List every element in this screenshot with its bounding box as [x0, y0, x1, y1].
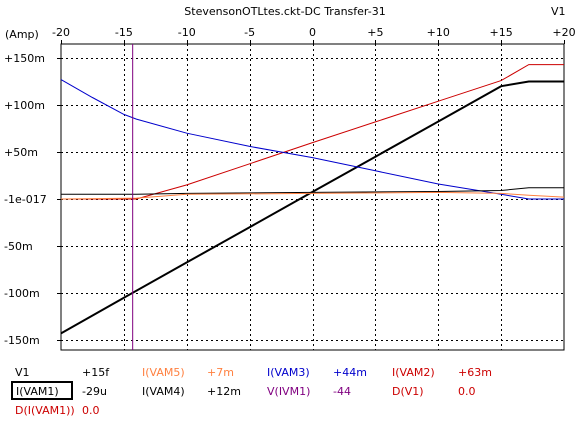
- y-tick-label: -100m: [4, 287, 40, 300]
- y-tick-label: +150m: [4, 52, 45, 65]
- y-tick-label: +100m: [4, 99, 45, 112]
- readout-i-vam2-name[interactable]: I(VAM2): [392, 366, 435, 379]
- x-tick-label: +10: [427, 26, 450, 39]
- readout-i-vam3-name[interactable]: I(VAM3): [267, 366, 310, 379]
- x-tick-label: +5: [367, 26, 383, 39]
- plot-frame: [60, 43, 565, 351]
- traces: [60, 44, 565, 350]
- readout-i-vam5-name[interactable]: I(VAM5): [142, 366, 185, 379]
- readout-i-vam4-value: +12m: [207, 385, 241, 398]
- readout-d-v1-value: 0.0: [458, 385, 476, 398]
- y-tick-label: +50m: [4, 146, 38, 159]
- readout-i-vam1-name[interactable]: I(VAM1): [16, 385, 59, 398]
- readout-d-v1-name[interactable]: D(V1): [392, 385, 424, 398]
- x-tick-label: +15: [490, 26, 513, 39]
- trace-i-vam3: [60, 79, 564, 200]
- readout-i-vam5-value: +7m: [207, 366, 234, 379]
- readout-x-name: V1: [15, 366, 30, 379]
- readout-i-vam4-name[interactable]: I(VAM4): [142, 385, 185, 398]
- plot-area[interactable]: -20 -15 -10 -5 0 +5 +10 +15 +20 +150m +100m +50m -1…: [4, 26, 576, 351]
- trace-i-vam1: [60, 80, 564, 335]
- chart-title: StevensonOTLtes.ckt-DC Transfer-31: [184, 5, 385, 18]
- x-tick-label: 0: [309, 26, 316, 39]
- readout-d-i-vam1-name[interactable]: D(I(VAM1)): [15, 404, 75, 417]
- cursor-readout: V1 +15f I(VAM5) +7m I(VAM3) +44m I(VAM2)…: [11, 366, 492, 417]
- y-axis-label: (Amp): [5, 28, 39, 41]
- x-tick-label: -10: [178, 26, 196, 39]
- trace-i-vam4: [61, 187, 564, 195]
- readout-i-vam3-value: +44m: [333, 366, 367, 379]
- y-tick-label: -1e-017: [4, 193, 47, 206]
- x-tick-labels: -20 -15 -10 -5 0 +5 +10 +15 +20: [52, 26, 576, 39]
- readout-i-vam2-value: +63m: [458, 366, 492, 379]
- readout-x-value: +15f: [82, 366, 110, 379]
- readout-d-i-vam1-value: 0.0: [82, 404, 100, 417]
- trace-i-vam5: [60, 191, 565, 200]
- y-tick-label: -150m: [4, 334, 40, 347]
- readout-v-ivm1-name[interactable]: V(IVM1): [267, 385, 310, 398]
- x-tick-label: -20: [52, 26, 70, 39]
- y-tick-label: -50m: [4, 240, 33, 253]
- readout-i-vam1-value: -29u: [82, 385, 107, 398]
- x-tick-label: -15: [115, 26, 133, 39]
- readout-v-ivm1-value: -44: [333, 385, 351, 398]
- x-axis-label: V1: [551, 5, 566, 18]
- trace-i-vam2: [61, 64, 564, 200]
- y-tick-labels: +150m +100m +50m -1e-017 -50m -100m -150m: [4, 52, 47, 347]
- selected-trace-box[interactable]: [11, 381, 73, 400]
- x-tick-label: +20: [552, 26, 575, 39]
- x-tick-label: -5: [244, 26, 255, 39]
- grid-lines: [57, 40, 565, 350]
